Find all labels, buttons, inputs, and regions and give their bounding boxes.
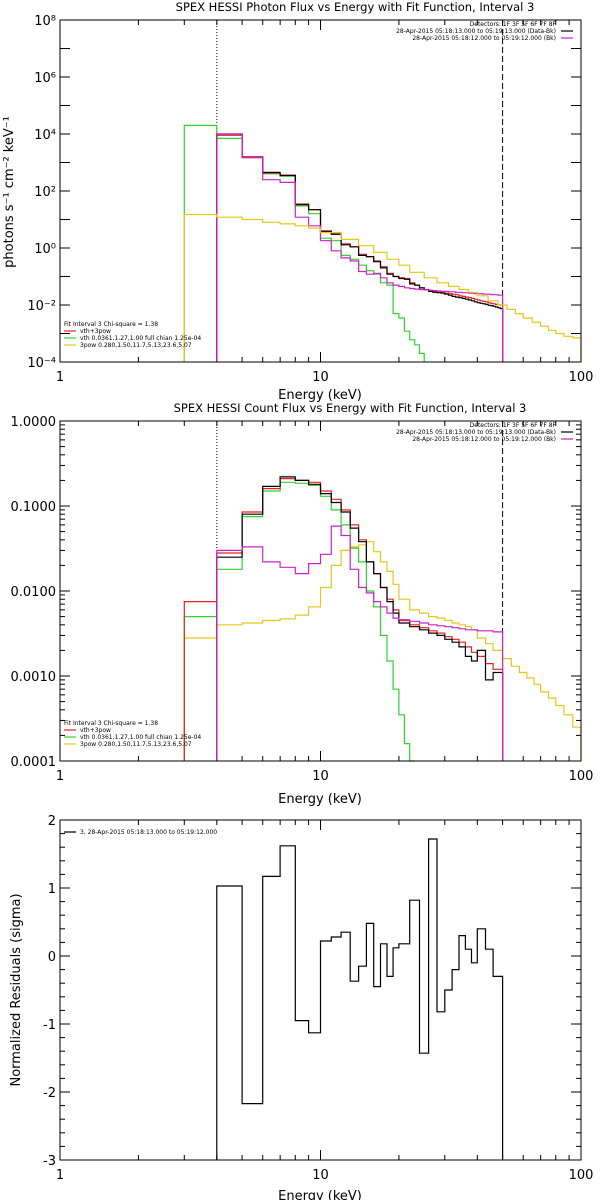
count-flux-annotations: Detectors: 1F 3F 5F 6F 7F 8F28-Apr-2015 … bbox=[64, 422, 573, 748]
photon-flux-ytick-label: 10⁴ bbox=[34, 128, 56, 143]
residuals-xtick-label: 100 bbox=[569, 1168, 594, 1183]
photon-flux-legend-label: vth+3pow bbox=[80, 328, 111, 335]
photon-flux-xtick-label: 10 bbox=[312, 370, 329, 385]
photon-flux-series-3pow bbox=[183, 213, 582, 362]
photon-flux-legend-label: vth 0.0361,1.27,1.00 full chian 1.25e-04 bbox=[80, 335, 201, 342]
count-flux-xlabel: Energy (keV) bbox=[278, 792, 362, 807]
residuals-plot-frame bbox=[59, 819, 582, 1161]
count-flux-xtick-label: 1 bbox=[56, 769, 64, 784]
residuals-ytick-label: -1 bbox=[43, 1018, 56, 1033]
photon-flux-series bbox=[183, 124, 582, 362]
count-flux-series-3pow bbox=[183, 541, 582, 761]
photon-flux-panel: SPEX HESSI Photon Flux vs Energy with Fi… bbox=[2, 0, 593, 403]
residuals-ytick-label: 2 bbox=[48, 814, 56, 829]
residuals-ytick-label: 0 bbox=[48, 950, 56, 965]
photon-flux-info-line: 28-Apr-2015 05:18:12.000 to 05:19:12.000… bbox=[412, 35, 556, 42]
count-flux-info-line: 28-Apr-2015 05:18:13.000 to 05:19:13.000… bbox=[396, 429, 556, 436]
photon-flux-xtick-label: 100 bbox=[569, 370, 594, 385]
count-flux-legend-title: Fit Interval 3 Chi-square = 1.38 bbox=[64, 720, 158, 727]
count-flux-info-line: 28-Apr-2015 05:18:12.000 to 05:19:12.000… bbox=[412, 436, 556, 443]
photon-flux-ytick-label: 10⁰ bbox=[34, 242, 56, 257]
photon-flux-legend-title: Fit Interval 3 Chi-square = 1.38 bbox=[64, 321, 158, 328]
count-flux-xtick-label: 100 bbox=[569, 769, 594, 784]
photon-flux-xtick-label: 1 bbox=[56, 370, 64, 385]
count-flux-info-line: Detectors: 1F 3F 5F 6F 7F 8F bbox=[470, 422, 557, 429]
count-flux-xtick-label: 10 bbox=[312, 769, 329, 784]
count-flux-legend-label: vth 0.0361,1.27,1.00 full chian 1.25e-04 bbox=[80, 734, 201, 741]
residuals-legend-label: 3, 28-Apr-2015 05:18:13.000 to 05:19:12.… bbox=[80, 829, 217, 836]
count-flux-panel: SPEX HESSI Count Flux vs Energy with Fit… bbox=[11, 401, 594, 807]
residuals-ylabel: Normalized Residuals (sigma) bbox=[9, 893, 24, 1086]
photon-flux-ytick-label: 10⁶ bbox=[34, 71, 56, 86]
photon-flux-plot-frame bbox=[59, 19, 582, 363]
count-flux-legend-label: 3pow 0.280,1.50,11.7,5.13,23.6,5.07 bbox=[80, 741, 192, 748]
count-flux-title: SPEX HESSI Count Flux vs Energy with Fit… bbox=[174, 401, 527, 415]
photon-flux-ytick-label: 10⁸ bbox=[34, 14, 56, 29]
residuals-ytick-label: -2 bbox=[43, 1086, 56, 1101]
residuals-ytick-label: 1 bbox=[48, 882, 56, 897]
photon-flux-ytick-label: 10⁻⁴ bbox=[27, 356, 56, 371]
count-flux-plot-frame bbox=[59, 420, 582, 762]
count-flux-ytick-label: 0.1000 bbox=[11, 500, 57, 515]
residuals-xtick-label: 10 bbox=[312, 1168, 329, 1183]
residuals-xtick-label: 1 bbox=[56, 1168, 64, 1183]
photon-flux-legend-label: 3pow 0.280,1.50,11.7,5.13,23.6,5.07 bbox=[80, 342, 192, 349]
photon-flux-info-line: 28-Apr-2015 05:18:13.000 to 05:19:13.000… bbox=[396, 28, 556, 35]
count-flux-series-bk bbox=[216, 525, 504, 761]
count-flux-legend-label: vth+3pow bbox=[80, 727, 111, 734]
photon-flux-annotations: Detectors: 1F 3F 5F 6F 7F 8F28-Apr-2015 … bbox=[64, 21, 573, 349]
count-flux-series bbox=[183, 476, 582, 762]
photon-flux-series-data-bk bbox=[216, 133, 504, 362]
residuals-annotations: 3, 28-Apr-2015 05:18:13.000 to 05:19:12.… bbox=[64, 829, 217, 836]
residuals-series bbox=[216, 838, 504, 1160]
residuals-series-residuals bbox=[216, 838, 504, 1160]
residuals-ytick-label: -3 bbox=[43, 1154, 56, 1169]
count-flux-ytick-label: 0.0010 bbox=[11, 670, 57, 685]
count-flux-ytick-label: 1.0000 bbox=[11, 415, 57, 430]
photon-flux-info-line: Detectors: 1F 3F 5F 6F 7F 8F bbox=[470, 21, 557, 28]
photon-flux-xlabel: Energy (keV) bbox=[278, 388, 362, 403]
photon-flux-series-bk bbox=[216, 133, 504, 362]
photon-flux-ytick-label: 10⁻² bbox=[27, 299, 56, 314]
count-flux-ytick-label: 0.0100 bbox=[11, 585, 57, 600]
photon-flux-title: SPEX HESSI Photon Flux vs Energy with Fi… bbox=[176, 0, 535, 14]
count-flux-series-data-bk bbox=[216, 476, 504, 761]
photon-flux-ylabel: photons s⁻¹ cm⁻² keV⁻¹ bbox=[2, 116, 17, 268]
photon-flux-ytick-label: 10² bbox=[34, 185, 56, 200]
residuals-panel: Energy (keV) Normalized Residuals (sigma… bbox=[9, 814, 593, 1200]
count-flux-ytick-label: 0.0001 bbox=[11, 755, 57, 770]
count-flux-axes: 1 10 100 0.0001 0.0010 0.0100 0.1000 1.0000 bbox=[11, 415, 594, 784]
residuals-xlabel: Energy (keV) bbox=[278, 1189, 362, 1200]
